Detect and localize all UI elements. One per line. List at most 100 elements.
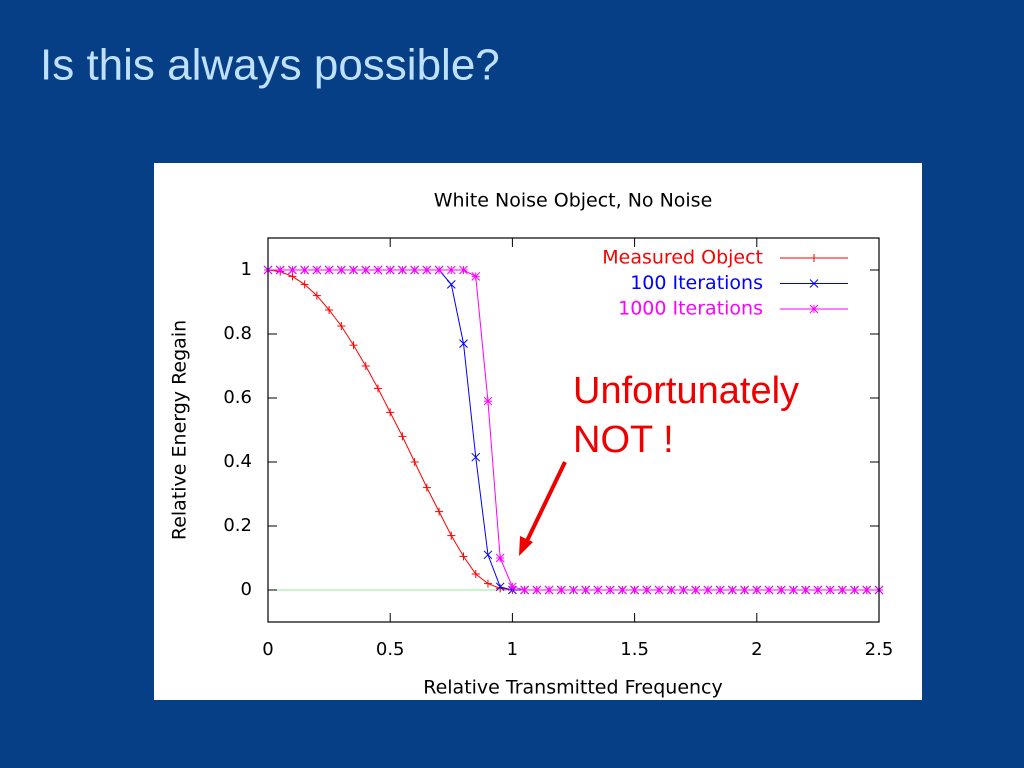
- point: [715, 585, 725, 595]
- marker-stroke: [642, 585, 652, 595]
- point: [740, 585, 749, 595]
- point: [520, 585, 529, 595]
- point: [776, 585, 786, 595]
- point: [495, 553, 505, 563]
- x-tick-label: 2: [751, 639, 762, 660]
- marker-stroke: [398, 265, 407, 275]
- marker-stroke: [801, 585, 811, 595]
- marker-stroke: [422, 265, 432, 275]
- legend-label: Measured Object: [602, 247, 763, 269]
- x-axis-label: Relative Transmitted Frequency: [423, 677, 723, 699]
- point: [459, 265, 468, 275]
- plot-frame: [267, 237, 880, 623]
- x-tick-label: 0: [262, 639, 273, 660]
- x-tick-label: 2.5: [865, 639, 894, 660]
- x-tick-label: 0.5: [376, 639, 405, 660]
- point: [459, 552, 468, 561]
- marker-stroke: [618, 585, 627, 595]
- point: [556, 585, 566, 595]
- marker-stroke: [825, 585, 835, 595]
- marker-stroke: [483, 396, 493, 406]
- point: [618, 585, 627, 595]
- marker-stroke: [532, 585, 542, 595]
- chart-title: White Noise Object, No Noise: [434, 190, 713, 212]
- annotation-line: NOT !: [573, 419, 674, 461]
- point: [508, 582, 517, 592]
- point: [385, 265, 395, 275]
- marker-stroke: [459, 265, 468, 275]
- marker-stroke: [654, 585, 664, 595]
- point: [312, 291, 321, 300]
- marker-stroke: [434, 265, 444, 275]
- point: [325, 306, 334, 314]
- point: [581, 585, 591, 595]
- annotation-arrow: [524, 461, 567, 544]
- point: [630, 585, 639, 595]
- marker-stroke: [752, 585, 762, 595]
- legend-label: 1000 Iterations: [618, 298, 763, 320]
- marker-stroke: [789, 585, 798, 595]
- marker-stroke: [459, 339, 468, 348]
- point: [483, 396, 493, 406]
- point: [495, 582, 505, 592]
- marker-stroke: [740, 585, 749, 595]
- point: [666, 585, 676, 595]
- marker-stroke: [508, 582, 517, 592]
- marker-stroke: [703, 585, 713, 595]
- point: [422, 265, 432, 275]
- point: [373, 384, 382, 393]
- point: [752, 585, 762, 595]
- point: [483, 550, 493, 560]
- marker-stroke: [300, 265, 310, 275]
- point: [544, 585, 554, 595]
- marker-stroke: [809, 304, 819, 314]
- marker-stroke: [288, 265, 297, 275]
- point: [336, 265, 346, 275]
- point: [764, 585, 774, 595]
- point: [654, 585, 664, 595]
- marker-stroke: [385, 265, 395, 275]
- point: [728, 585, 737, 595]
- point: [789, 585, 798, 595]
- marker-stroke: [446, 280, 456, 289]
- marker-stroke: [776, 585, 786, 595]
- point: [446, 265, 456, 275]
- legend-marker: [809, 304, 819, 314]
- point: [605, 585, 615, 595]
- point: [837, 585, 847, 595]
- marker-stroke: [605, 585, 615, 595]
- point: [337, 322, 346, 330]
- point: [532, 585, 542, 595]
- point: [300, 265, 310, 275]
- marker-stroke: [764, 585, 774, 595]
- y-tick-label: 0.8: [223, 323, 252, 344]
- marker-stroke: [495, 582, 505, 592]
- point: [471, 272, 481, 281]
- marker-stroke: [679, 585, 688, 595]
- point: [312, 265, 322, 275]
- x-tick-label: 1.5: [620, 639, 649, 660]
- point: [349, 265, 358, 275]
- marker-stroke: [324, 265, 334, 275]
- point: [275, 265, 285, 275]
- marker-stroke: [728, 585, 737, 595]
- point: [434, 265, 444, 275]
- marker-stroke: [471, 272, 481, 281]
- chart-background: [154, 163, 922, 700]
- marker-stroke: [361, 265, 371, 275]
- marker-stroke: [666, 585, 676, 595]
- point: [471, 452, 481, 462]
- point: [361, 265, 371, 275]
- point: [410, 265, 419, 275]
- marker-stroke: [544, 585, 554, 595]
- legend-label: 100 Iterations: [630, 272, 763, 294]
- point: [410, 458, 419, 466]
- marker-stroke: [593, 585, 603, 595]
- point: [569, 585, 578, 595]
- marker-stroke: [336, 265, 346, 275]
- marker-stroke: [373, 265, 383, 275]
- point: [801, 585, 811, 595]
- marker-stroke: [850, 585, 859, 595]
- marker-stroke: [471, 452, 481, 462]
- annotation-arrowhead: [519, 536, 533, 556]
